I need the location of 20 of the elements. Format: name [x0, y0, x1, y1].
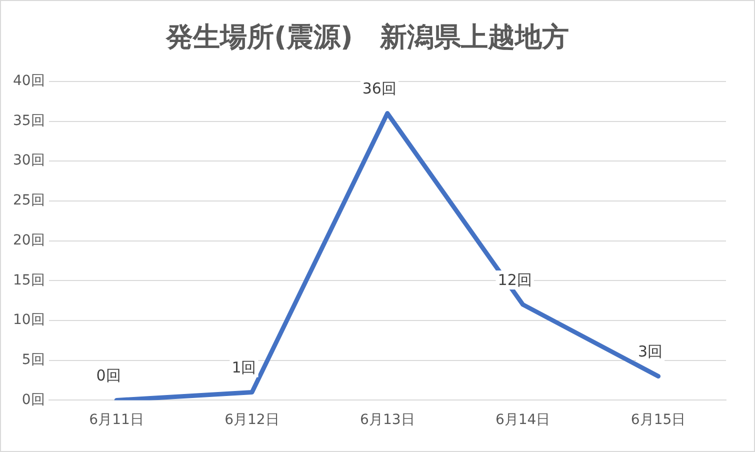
x-tick-label: 6月13日	[360, 412, 415, 428]
data-label: 0回	[96, 366, 121, 385]
y-tick-label: 15回	[12, 272, 45, 288]
chart-title: 発生場所(震源) 新潟県上越地方	[165, 22, 569, 54]
data-label: 3回	[638, 342, 663, 361]
data-label: 12回	[498, 270, 532, 289]
x-tick-label: 6月12日	[224, 412, 280, 428]
x-tick-label: 6月14日	[495, 412, 550, 428]
y-tick-label: 40回	[12, 73, 45, 90]
y-tick-label: 5回	[22, 352, 45, 368]
y-tick-label: 25回	[12, 192, 45, 209]
y-tick-label: 0回	[22, 392, 45, 408]
y-tick-label: 35回	[12, 112, 45, 129]
y-tick-label: 30回	[12, 152, 45, 169]
data-label: 36回	[362, 80, 396, 98]
y-tick-label: 10回	[12, 312, 45, 328]
y-tick-label: 20回	[12, 232, 45, 248]
x-tick-label: 6月15日	[630, 412, 686, 428]
data-label: 1回	[232, 358, 256, 377]
x-tick-label: 6月11日	[89, 412, 144, 428]
